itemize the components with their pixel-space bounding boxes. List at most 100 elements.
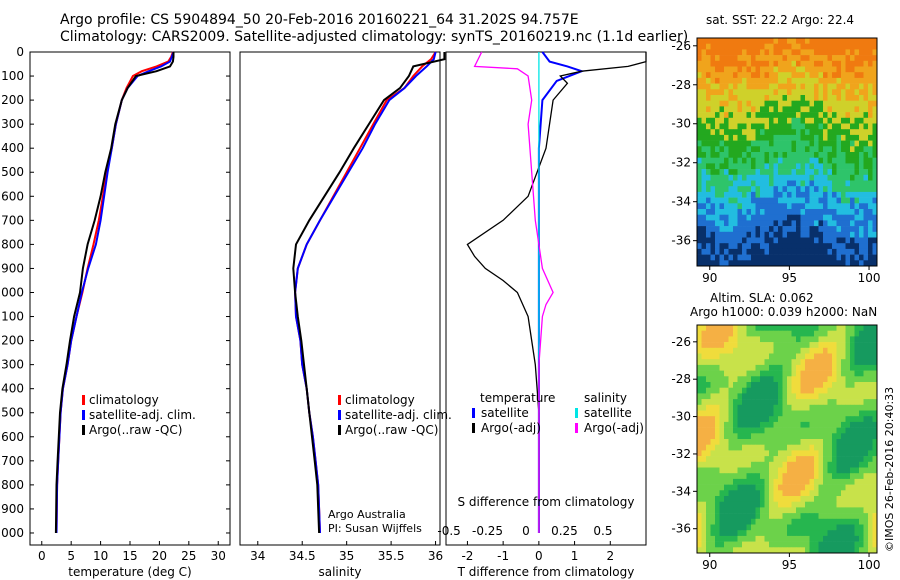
heatmap-3-cell (701, 66, 707, 73)
heatmap-3-cell (728, 231, 734, 238)
heatmap-3-cell (863, 197, 869, 204)
heatmap-4-cell (715, 513, 720, 520)
heatmap-4-cell (728, 376, 734, 383)
heatmap-4-cell (751, 433, 756, 440)
heatmap-4-cell (719, 541, 725, 548)
heatmap-4-cell (719, 547, 725, 554)
heatmap-3-cell (746, 220, 752, 227)
heatmap-3-cell (760, 214, 765, 221)
heatmap-4-cell (850, 364, 855, 371)
heatmap-3-cell (773, 89, 779, 96)
heatmap-3-cell (760, 248, 765, 255)
heatmap-4-cell (868, 404, 873, 411)
heatmap-4-cell (697, 524, 702, 531)
heatmap-3-cell (872, 226, 878, 233)
heatmap-3-cell (872, 140, 878, 147)
heatmap-3-cell (697, 254, 702, 261)
heatmap-3-cell (872, 106, 878, 113)
heatmap-3-cell (778, 203, 783, 210)
heatmap-4-cell (697, 456, 702, 463)
heatmap-4-cell (809, 547, 815, 554)
heatmap-4-cell (773, 507, 779, 514)
heatmap-3-cell (823, 248, 828, 255)
heatmap-3-cell (782, 72, 788, 79)
heatmap-3-cell (751, 146, 756, 153)
heatmap-4-cell (701, 507, 707, 514)
heatmap-4-cell (787, 325, 792, 331)
heatmap-3-cell (751, 95, 756, 101)
heatmap-4-cell (755, 336, 761, 343)
heatmap-3-cell (697, 38, 702, 44)
heatmap-4-cell (724, 518, 729, 525)
heatmap-3-cell (791, 203, 797, 210)
heatmap-4-cell (701, 342, 707, 349)
heatmap-3-cell (809, 66, 815, 73)
heatmap-4-cell (805, 353, 810, 360)
heatmap-4-cell (728, 456, 734, 463)
heatmap-3-cell (836, 180, 842, 187)
heatmap-3-cell (850, 123, 855, 130)
heatmap-3-cell (823, 174, 828, 181)
heatmap-4-cell (715, 524, 720, 531)
heatmap-4-cell (764, 382, 770, 388)
heatmap-3-cell (742, 117, 747, 124)
heatmap-4-cell (697, 325, 702, 331)
heatmap-3-cell (737, 163, 743, 170)
heatmap-4-cell (823, 535, 828, 542)
heatmap-3-cell (818, 254, 824, 261)
heatmap-4-cell (751, 484, 756, 491)
heatmap-3-cell (746, 237, 752, 244)
heatmap-4-cell (823, 547, 828, 554)
heatmap-4-cell (746, 530, 752, 537)
heatmap-3-cell (845, 106, 851, 113)
heatmap-4-cell (733, 473, 738, 480)
heatmap-3-cell (832, 146, 837, 153)
heatmap-4-cell (863, 393, 869, 400)
heatmap-4-cell (850, 336, 855, 343)
heatmap-3-cell (778, 152, 783, 158)
heatmap-4-cell (850, 450, 855, 457)
heatmap-3-cell (791, 55, 797, 62)
heatmap-3-cell (764, 226, 770, 233)
heatmap-3-cell (791, 186, 797, 193)
heatmap-3-cell (764, 140, 770, 147)
heatmap-4-cell (751, 382, 756, 388)
heatmap-3-cell (778, 72, 783, 79)
heatmap-3-cell (706, 83, 711, 90)
heatmap-3-cell (760, 89, 765, 96)
panel-2-legend-label-1: Argo(-adj) (481, 421, 541, 435)
heatmap-4-cell (715, 541, 720, 548)
heatmap-4-cell (719, 376, 725, 383)
heatmap-3-cell (778, 220, 783, 227)
heatmap-3-cell (715, 231, 720, 238)
heatmap-3-cell (724, 157, 729, 164)
heatmap-4-cell (778, 416, 783, 423)
heatmap-4-cell (818, 547, 824, 554)
heatmap-4-cell (760, 364, 765, 371)
heatmap-3-cell (854, 100, 860, 107)
heatmap-4-cell (733, 433, 738, 440)
panel-0-xlabel: temperature (deg C) (68, 565, 191, 579)
heatmap-4-cell (850, 501, 855, 508)
heatmap-3-cell (755, 169, 761, 176)
heatmap-3-cell (733, 226, 738, 233)
heatmap-4-cell (710, 376, 716, 383)
heatmap-3-cell (863, 134, 869, 141)
heatmap-4-cell (769, 524, 774, 531)
heatmap-4-cell (737, 541, 743, 548)
heatmap-4-cell (809, 364, 815, 371)
heatmap-4-cell (854, 359, 860, 366)
heatmap-3-cell (746, 129, 752, 136)
heatmap-3-cell (823, 140, 828, 147)
heatmap-3-cell (773, 106, 779, 113)
panel-2-xtick-top-label-3: 0.25 (551, 524, 578, 538)
heatmap-3-cell (809, 146, 815, 153)
heatmap-3-cell (773, 66, 779, 73)
heatmap-4-cell (814, 518, 819, 525)
heatmap-3-cell (773, 83, 779, 90)
heatmap-4-cell (724, 399, 729, 406)
heatmap-4-cell (782, 330, 788, 337)
heatmap-4-cell (751, 501, 756, 508)
heatmap-4-cell (836, 524, 842, 531)
heatmap-4-cell (724, 330, 729, 337)
